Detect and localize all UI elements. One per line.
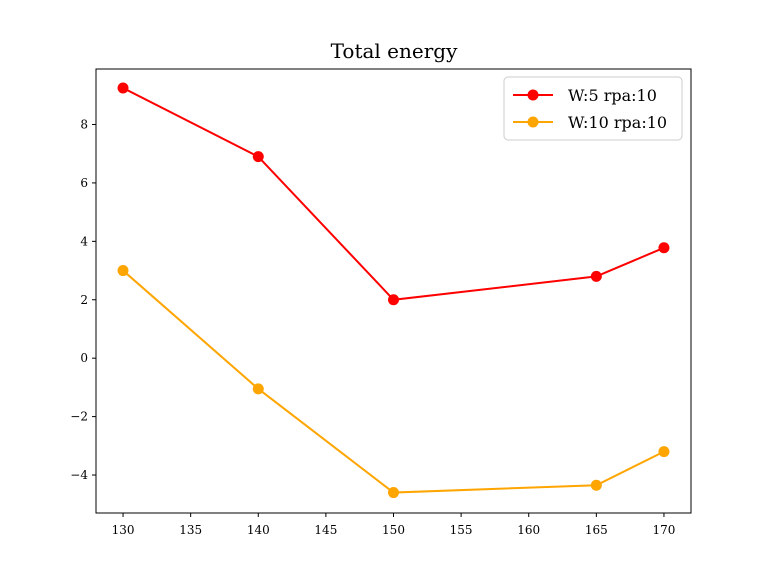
x-tick-label: 160 — [517, 523, 540, 537]
legend-marker-1 — [527, 89, 539, 101]
legend-label-1: W:5 rpa:10 — [568, 86, 657, 105]
y-tick-label: 0 — [80, 351, 88, 365]
legend-marker-2 — [527, 116, 539, 128]
y-tick-label: 8 — [80, 118, 88, 132]
legend: W:5 rpa:10 W:10 rpa:10 — [503, 76, 683, 141]
y-tick-label: −2 — [70, 410, 88, 424]
data-point-series-2 — [252, 383, 264, 395]
chart-title: Total energy — [331, 39, 458, 63]
data-point-series-2 — [117, 265, 129, 277]
x-tick-label: 130 — [112, 523, 135, 537]
data-point-series-1 — [388, 294, 399, 306]
x-tick-label: 155 — [450, 523, 473, 537]
x-tick-label: 165 — [585, 523, 608, 537]
series-layer — [117, 82, 670, 499]
data-point-series-1 — [252, 151, 264, 163]
data-point-series-2 — [658, 446, 670, 458]
legend-box — [503, 76, 683, 141]
data-point-series-2 — [590, 479, 602, 491]
data-point-series-1 — [658, 242, 670, 254]
y-axis: −4 −2 0 2 4 6 8 — [70, 118, 96, 482]
x-tick-label: 135 — [179, 523, 202, 537]
x-tick-label: 140 — [247, 523, 270, 537]
legend-label-2: W:10 rpa:10 — [568, 113, 667, 132]
x-tick-label: 170 — [653, 523, 676, 537]
x-axis: 130 135 140 145 150 155 160 165 170 — [112, 513, 676, 537]
y-tick-label: 2 — [80, 293, 88, 307]
data-point-series-1 — [117, 82, 129, 94]
data-point-series-1 — [590, 270, 602, 282]
y-tick-label: 6 — [80, 176, 88, 190]
data-point-series-2 — [388, 487, 399, 499]
x-tick-label: 150 — [382, 523, 405, 537]
y-tick-label: 4 — [80, 234, 88, 248]
x-tick-label: 145 — [314, 523, 337, 537]
y-tick-label: −4 — [70, 468, 88, 482]
